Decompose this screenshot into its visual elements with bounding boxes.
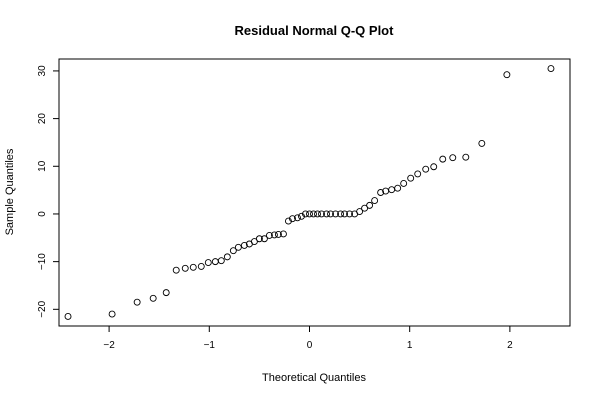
data-point <box>400 179 408 187</box>
points-layer <box>64 65 555 320</box>
data-point <box>279 230 287 238</box>
data-point <box>302 210 309 218</box>
data-point <box>64 313 72 320</box>
y-axis: −20 −10 0 10 20 30 <box>37 65 59 318</box>
data-point <box>327 210 334 218</box>
data-point <box>439 155 447 163</box>
x-tick-label: −2 <box>103 340 115 351</box>
data-point <box>260 235 268 243</box>
y-tick-label: −20 <box>37 300 48 317</box>
y-tick-label: −10 <box>37 253 48 270</box>
data-point <box>388 186 396 194</box>
data-point <box>547 65 555 72</box>
data-point <box>356 208 364 216</box>
chart-title: Residual Normal Q-Q Plot <box>235 23 395 38</box>
data-point <box>294 214 301 222</box>
data-point <box>172 266 180 274</box>
data-point <box>332 210 339 218</box>
data-point <box>181 264 189 272</box>
y-tick-label: 20 <box>37 113 48 125</box>
data-point <box>407 174 415 182</box>
data-point <box>298 212 305 220</box>
data-point <box>217 257 225 265</box>
data-point <box>478 139 486 147</box>
data-point <box>462 153 470 161</box>
x-tick-label: −1 <box>204 340 216 351</box>
data-point <box>318 210 325 218</box>
y-tick-label: 10 <box>37 160 48 172</box>
data-point <box>337 210 345 218</box>
data-point <box>289 215 296 223</box>
data-point <box>314 210 321 218</box>
data-point <box>284 217 292 225</box>
data-point <box>394 184 402 192</box>
data-point <box>449 154 457 162</box>
data-point <box>346 210 354 218</box>
data-point <box>204 259 212 267</box>
x-axis-label: Theoretical Quantiles <box>262 372 366 384</box>
data-point <box>108 310 116 318</box>
data-point <box>323 210 330 218</box>
data-point <box>197 262 205 270</box>
data-point <box>133 298 141 306</box>
y-tick-label: 0 <box>37 211 48 217</box>
data-point <box>240 241 248 249</box>
data-point <box>211 258 219 266</box>
data-point <box>223 253 231 261</box>
data-point <box>310 210 317 218</box>
data-point <box>341 210 349 218</box>
data-point <box>430 163 438 171</box>
x-tick-label: 1 <box>407 340 413 351</box>
data-point <box>503 71 511 79</box>
data-point <box>377 189 385 196</box>
data-point <box>270 231 278 239</box>
data-point <box>306 210 313 218</box>
data-point <box>162 289 170 297</box>
data-point <box>250 238 258 246</box>
plot-frame <box>58 58 571 327</box>
data-point <box>229 247 237 255</box>
data-point <box>422 165 430 173</box>
data-point <box>149 294 157 302</box>
data-point <box>361 204 369 212</box>
data-point <box>189 263 197 271</box>
x-tick-label: 2 <box>507 340 513 351</box>
data-point <box>414 170 422 178</box>
data-point <box>366 201 374 209</box>
data-point <box>265 231 273 239</box>
data-point <box>234 243 242 251</box>
x-tick-label: 0 <box>307 340 313 351</box>
data-point <box>255 235 263 243</box>
data-point <box>274 231 282 238</box>
x-axis: −2 −1 0 1 2 <box>103 326 513 351</box>
data-point <box>371 197 379 205</box>
y-axis-label: Sample Quantiles <box>4 148 16 235</box>
y-tick-label: 30 <box>37 65 48 77</box>
